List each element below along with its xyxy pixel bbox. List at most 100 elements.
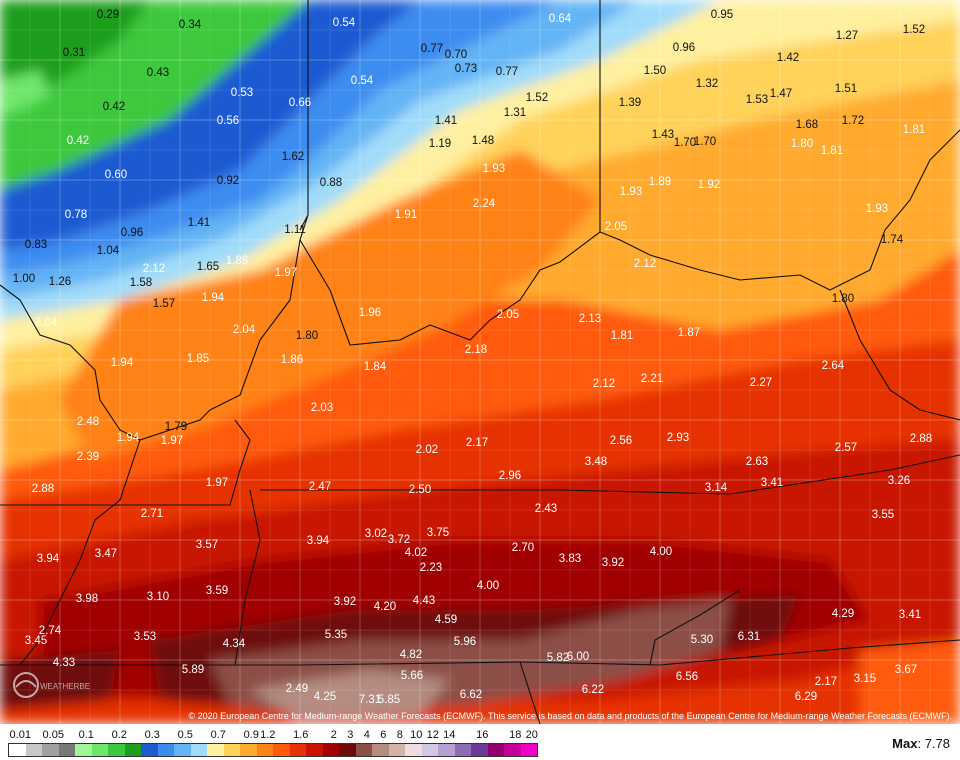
precip-value-label: 1.96	[359, 307, 381, 319]
precip-value-label: 1.48	[472, 135, 494, 147]
precip-value-label: 1.19	[429, 138, 451, 150]
precip-value-label: 4.20	[374, 601, 396, 613]
precip-value-label: 0.77	[421, 43, 443, 55]
legend-swatch	[174, 744, 191, 756]
precip-value-label: 1.27	[836, 30, 858, 42]
precip-value-label: 3.48	[585, 456, 607, 468]
precip-value-label: 1.97	[206, 477, 228, 489]
precip-value-label: 2.23	[420, 562, 442, 574]
precip-value-label: 2.93	[667, 432, 689, 444]
precip-value-label: 1.94	[111, 357, 134, 369]
legend-swatch	[454, 744, 471, 756]
precip-value-label: 3.10	[147, 591, 169, 603]
precip-value-label: 4.33	[53, 657, 75, 669]
precip-value-label: 3.92	[334, 596, 356, 608]
precip-value-label: 1.81	[903, 124, 925, 136]
legend-ticks: 0.01 0.05 0.1 0.2 0.3 0.5 0.7 0.9 1.2 1.6 2 3 4 6 8 10 1…	[8, 729, 688, 743]
max-value: Max: 7.78	[892, 736, 950, 751]
legend-tick-label: 0.1	[78, 729, 94, 741]
precip-value-label: 2.12	[634, 258, 656, 270]
precip-value-label: 1.93	[620, 186, 642, 198]
legend-swatch	[306, 744, 323, 756]
precip-value-label: 2.04	[233, 324, 256, 336]
precip-value-label: 0.42	[103, 101, 125, 113]
legend-swatch	[438, 744, 455, 756]
logo-text: WEATHERBELL	[40, 682, 90, 691]
copyright-notice: © 2020 European Centre for Medium-range …	[188, 711, 952, 721]
precip-value-label: 2.43	[535, 503, 557, 515]
legend-tick-label: 0.9	[243, 729, 259, 741]
legend-tick-label: 0.01	[9, 729, 31, 741]
precipitation-map: 0.29 0.34 0.31 0.43 0.42 0.42 0.54 0.53 0.56 0.60…	[0, 0, 960, 724]
legend-tick-label: 20	[525, 729, 538, 741]
max-label: Max	[892, 736, 918, 751]
legend-swatch	[223, 744, 240, 756]
precip-value-label: 5.30	[691, 634, 713, 646]
precip-value-label: 2.56	[610, 435, 632, 447]
precip-value-label: 3.41	[761, 477, 783, 489]
precip-value-label: 3.53	[134, 631, 156, 643]
precip-value-label: 0.96	[673, 42, 695, 54]
legend-tick-label: 0.5	[177, 729, 193, 741]
precip-value-label: 5.35	[325, 629, 347, 641]
precip-value-label: 1.97	[275, 267, 297, 279]
legend-swatch	[141, 744, 158, 756]
precip-value-label: 1.42	[777, 52, 799, 64]
precip-value-label: 1.94	[202, 292, 225, 304]
precip-value-label: 2.50	[409, 484, 431, 496]
precip-value-label: 0.43	[147, 67, 169, 79]
precip-value-label: 1.92	[698, 179, 720, 191]
precip-value-label: 1.57	[153, 298, 175, 310]
legend-tick-label: 3	[347, 729, 354, 741]
precip-value-label: 1.70	[674, 137, 696, 149]
precip-value-label: 1.47	[770, 88, 792, 100]
precip-value-label: 1.43	[652, 129, 674, 141]
precip-value-label: 1.70	[694, 136, 716, 148]
precip-value-label: 1.88	[226, 255, 248, 267]
precip-value-label: 1.00	[13, 273, 35, 285]
legend-swatch	[108, 744, 125, 756]
precip-value-label: 1.80	[296, 330, 318, 342]
precip-value-label: 1.97	[161, 435, 183, 447]
precip-value-label: 2.12	[143, 263, 165, 275]
precip-value-label: 0.73	[455, 63, 477, 75]
precip-value-label: 1.58	[130, 277, 152, 289]
weatherbell-logo: WEATHERBELL	[13, 672, 90, 698]
precip-value-label: 1.79	[165, 421, 187, 433]
precip-value-label: 0.83	[25, 239, 47, 251]
legend-swatch	[322, 744, 339, 756]
precip-value-label: 2.47	[309, 481, 331, 493]
precip-value-label: 1.74	[881, 234, 904, 246]
precip-value-label: 3.26	[888, 475, 910, 487]
precip-value-label: 1.04	[97, 245, 120, 257]
max-value-number: 7.78	[924, 736, 950, 751]
precip-value-label: 2.49	[286, 683, 308, 695]
precip-value-label: 0.70	[445, 49, 467, 61]
precip-value-label: 1.53	[746, 94, 768, 106]
legend-color-scale	[8, 743, 538, 757]
precip-value-label: 1.80	[832, 293, 854, 305]
county-borders	[0, 0, 960, 724]
precip-value-label: 2.05	[605, 221, 627, 233]
precip-value-label: 4.02	[405, 547, 427, 559]
precip-value-label: 1.41	[435, 115, 457, 127]
precip-value-label: 0.53	[231, 87, 253, 99]
precip-value-label: 1.86	[281, 354, 303, 366]
precip-value-label: 2.64	[822, 360, 845, 372]
precip-value-label: 3.57	[196, 539, 218, 551]
precip-value-label: 0.96	[121, 227, 143, 239]
precip-value-label: 2.48	[77, 416, 99, 428]
legend-swatch	[58, 744, 75, 756]
precip-value-label: 4.82	[400, 649, 422, 661]
precip-value-label: 3.92	[602, 557, 624, 569]
precip-value-label: 0.88	[320, 177, 342, 189]
precip-value-label: 0.95	[711, 9, 733, 21]
precip-value-label: 2.13	[579, 313, 601, 325]
precip-value-label: 1.93	[866, 203, 888, 215]
legend-swatch	[504, 744, 521, 756]
precip-value-label: 1.84	[364, 361, 387, 373]
precip-field	[0, 0, 960, 724]
legend-tick-label: 14	[443, 729, 456, 741]
precip-value-label: 0.64	[549, 13, 572, 25]
precip-value-label: 3.94	[37, 553, 60, 565]
